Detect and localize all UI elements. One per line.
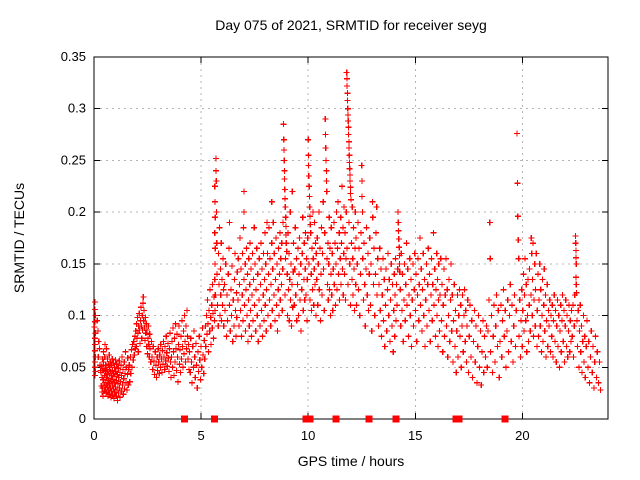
- x-tick-label: 0: [90, 428, 97, 443]
- x-axis-label: GPS time / hours: [298, 453, 405, 469]
- x-tick-label: 15: [408, 428, 422, 443]
- data-points: [91, 69, 604, 404]
- plot-frame: [93, 56, 609, 420]
- y-tick-label: 0.25: [61, 152, 86, 167]
- y-axis-label: SRMTID / TECUs: [11, 183, 27, 293]
- x-tick-label: 5: [197, 428, 204, 443]
- axis-event-markers: [180, 415, 509, 423]
- x-tick-label: 10: [301, 428, 315, 443]
- grid-lines: [94, 57, 608, 419]
- y-tick-label: 0.2: [68, 204, 86, 219]
- y-tick-label: 0.1: [68, 308, 86, 323]
- y-tick-label: 0.3: [68, 101, 86, 116]
- tick-labels: 0 5 10 15 20 0 0.05 0.1 0.15 0.2 0.25 0.3 0.35: [61, 49, 530, 443]
- y-tick-label: 0.35: [61, 49, 86, 64]
- y-tick-label: 0.15: [61, 256, 86, 271]
- x-tick-label: 20: [515, 428, 529, 443]
- y-tick-label: 0: [79, 411, 86, 426]
- y-tick-label: 0.05: [61, 359, 86, 374]
- chart-title: Day 075 of 2021, SRMTID for receiver sey…: [215, 17, 487, 33]
